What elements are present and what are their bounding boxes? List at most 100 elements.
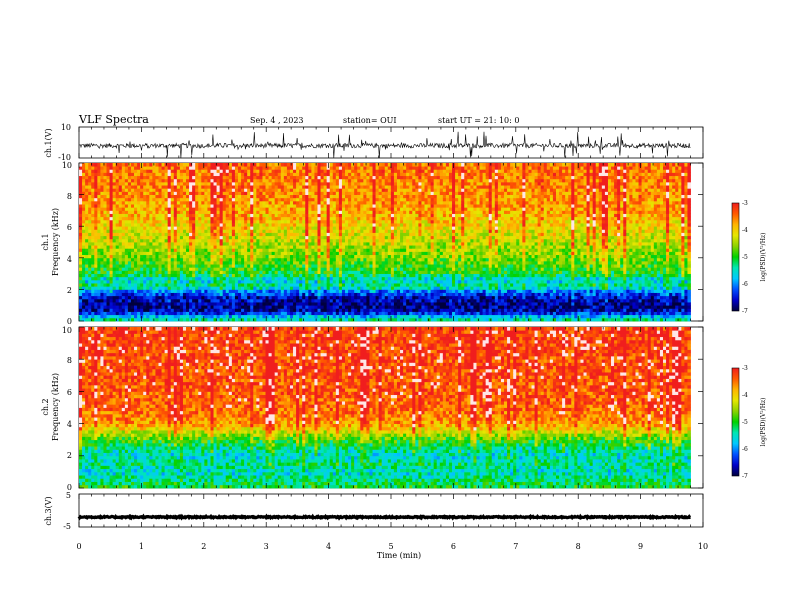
spectrogram-cell [228,235,233,240]
spectrogram-cell [176,295,181,300]
spectrogram-cell [198,238,202,243]
spectrogram-cell [338,302,343,306]
spectrogram-cell [323,185,328,189]
spectrogram-cell [320,197,325,202]
spectrogram-cell [244,276,248,281]
spectrogram-cell [210,292,214,297]
spectrogram-cell [338,238,343,243]
spectrogram-cell [100,251,104,256]
spectrogram-cell [112,197,117,202]
spectrogram-cell [109,181,114,186]
spectrogram-cell [277,276,282,281]
spectrogram-cell [109,242,114,246]
spectrogram-cell [204,314,208,319]
spectrogram-cell [124,270,129,274]
spectrogram-cell [317,264,321,268]
spectrogram-cell [345,317,349,322]
spectrogram-cell [210,251,214,256]
spectrogram-cell [82,289,86,293]
spectrogram-cell [317,175,321,180]
spectrogram-cell [280,302,285,306]
spectrogram-cell [176,273,181,278]
spectrogram-cell [140,317,144,322]
spectrogram-cell [143,188,147,192]
spectrogram-cell [296,216,300,221]
spectrogram-cell [345,302,349,306]
spectrogram-cell [97,286,101,290]
spectrogram-cell [274,226,279,230]
spectrogram-cell [231,276,236,281]
spectrogram-cell [85,238,89,243]
spectrogram-cell [118,178,123,183]
spectrogram-cell [106,166,110,170]
spectrogram-cell [88,172,92,177]
spectrogram-cell [326,248,331,252]
spectrogram-cell [332,292,337,297]
spectrogram-cell [161,207,166,211]
spectrogram-cell [225,317,230,322]
spectrogram-cell [137,163,141,167]
spectrogram-cell [112,238,117,243]
spectrogram-cell [271,276,276,281]
spectrogram-cell [225,197,230,202]
spectrogram-cell [164,260,169,265]
spectrogram-cell [201,273,205,278]
spectrogram-cell [305,194,309,199]
spectrogram-cell [195,292,199,297]
spectrogram-cell [256,289,260,293]
spectrogram-cell [189,251,193,256]
spectrogram-cell [357,163,361,167]
spectrogram-cell [118,260,123,265]
spectrogram-cell [253,245,257,249]
spectrogram-cell [118,185,123,189]
spectrogram-cell [234,232,239,237]
spectrogram-cell [216,232,221,237]
spectrogram-cell [216,289,221,293]
spectrogram-cell [134,264,138,268]
spectrogram-cell [302,204,306,208]
spectrogram-cell [106,286,110,290]
spectrogram-cell [332,169,337,173]
spectrogram-cell [253,191,257,195]
spectrogram-cell [207,216,211,221]
spectrogram-cell [100,166,104,170]
spectrogram-cell [204,226,208,230]
spectrogram-cell [314,245,318,249]
spectrogram-cell [115,276,120,281]
spectrogram-cell [241,166,245,170]
spectrogram-cell [112,166,117,170]
spectrogram-cell [311,232,315,237]
spectrogram-cell [348,188,352,192]
spectrogram-cell [363,207,367,211]
spectrogram-cell [179,270,184,274]
spectrogram-cell [299,238,303,243]
spectrogram-cell [341,311,346,316]
spectrogram-cell [109,175,114,180]
spectrogram-cell [182,194,187,199]
spectrogram-cell [88,254,92,259]
spectrogram-cell [259,289,263,293]
spectrogram-cell [195,191,199,195]
spectrogram-cell [146,311,150,316]
spectrogram-cell [192,223,196,227]
spectrogram-cell [320,166,325,170]
spectrogram-cell [103,191,107,195]
spectrogram-cell [271,254,276,259]
spectrogram-cell [323,207,328,211]
spectrogram-cell [348,194,352,199]
spectrogram-cell [176,235,181,240]
spectrogram-cell [238,286,242,290]
spectrogram-cell [329,308,334,312]
spectrogram-cell [234,185,239,189]
spectrogram-cell [201,283,205,287]
spectrogram-cell [372,242,376,246]
spectrogram-cell [161,200,166,205]
spectrogram-cell [213,188,217,192]
spectrogram-cell [317,289,321,293]
spectrogram-cell [262,226,266,230]
spectrogram-cell [348,273,352,278]
spectrogram-cell [179,194,184,199]
spectrogram-cell [189,254,193,259]
spectrogram-cell [201,172,205,177]
spectrogram-cell [268,213,273,218]
